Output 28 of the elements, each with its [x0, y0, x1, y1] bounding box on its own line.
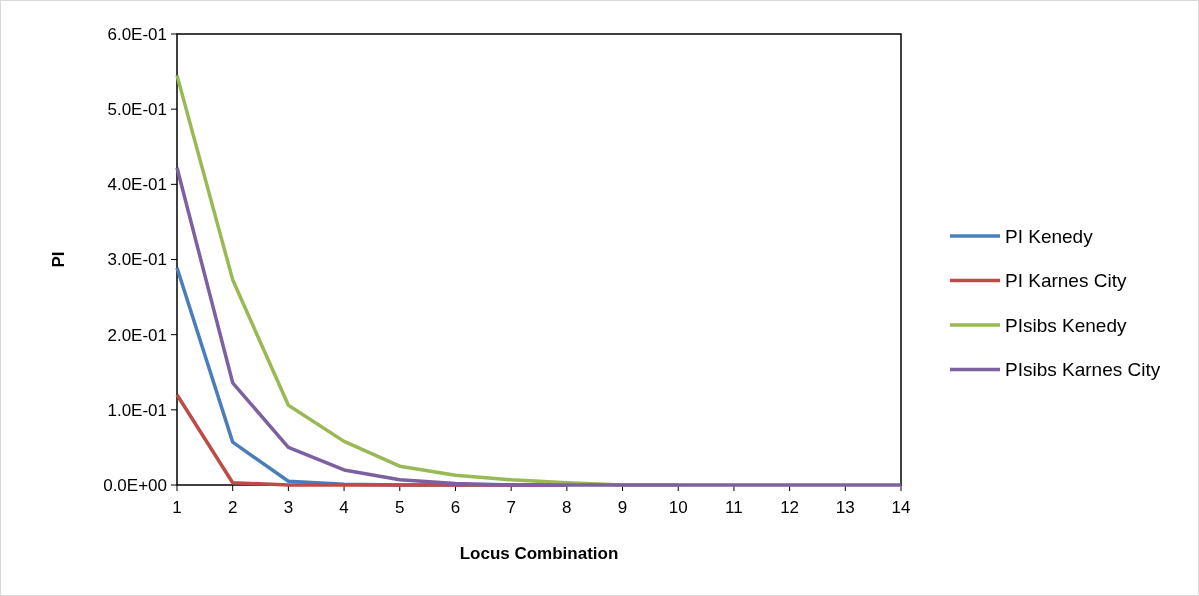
legend-label: PI Kenedy	[1005, 225, 1094, 247]
y-axis-title: PI	[49, 251, 68, 268]
legend-label: PIsibs Kenedy	[1005, 314, 1127, 336]
x-tick-label: 11	[725, 498, 743, 517]
x-tick-label: 12	[780, 498, 800, 517]
x-axis-title: Locus Combination	[459, 544, 619, 563]
x-tick-label: 5	[395, 498, 405, 517]
x-tick-label: 4	[339, 498, 349, 517]
x-tick-label: 6	[450, 498, 461, 517]
x-tick-label: 8	[562, 498, 572, 517]
line-series	[175, 166, 903, 487]
x-tick-label: 7	[506, 498, 516, 517]
y-tick-label: 5.0E-01	[107, 100, 167, 120]
legend-label: PIsibs Karnes City	[1005, 359, 1161, 381]
x-tick-label: 2	[227, 498, 238, 517]
y-tick-label: 6.0E-01	[107, 24, 167, 44]
x-tick-label: 1	[172, 498, 182, 517]
legend-label: PI Karnes City	[1005, 270, 1127, 292]
y-tick-label: 1.0E-01	[107, 400, 167, 420]
y-tick-label: 3.0E-01	[107, 250, 167, 270]
x-tick-label: 9	[617, 498, 628, 517]
x-tick-label: 10	[668, 498, 688, 517]
y-tick-label: 2.0E-01	[107, 325, 167, 345]
y-tick-label: 4.0E-01	[107, 175, 167, 195]
x-tick-label: 3	[283, 498, 294, 517]
x-tick-label: 13	[835, 498, 855, 517]
y-tick-label: 0.0E+00	[103, 475, 167, 495]
x-tick-label: 14	[891, 498, 911, 517]
